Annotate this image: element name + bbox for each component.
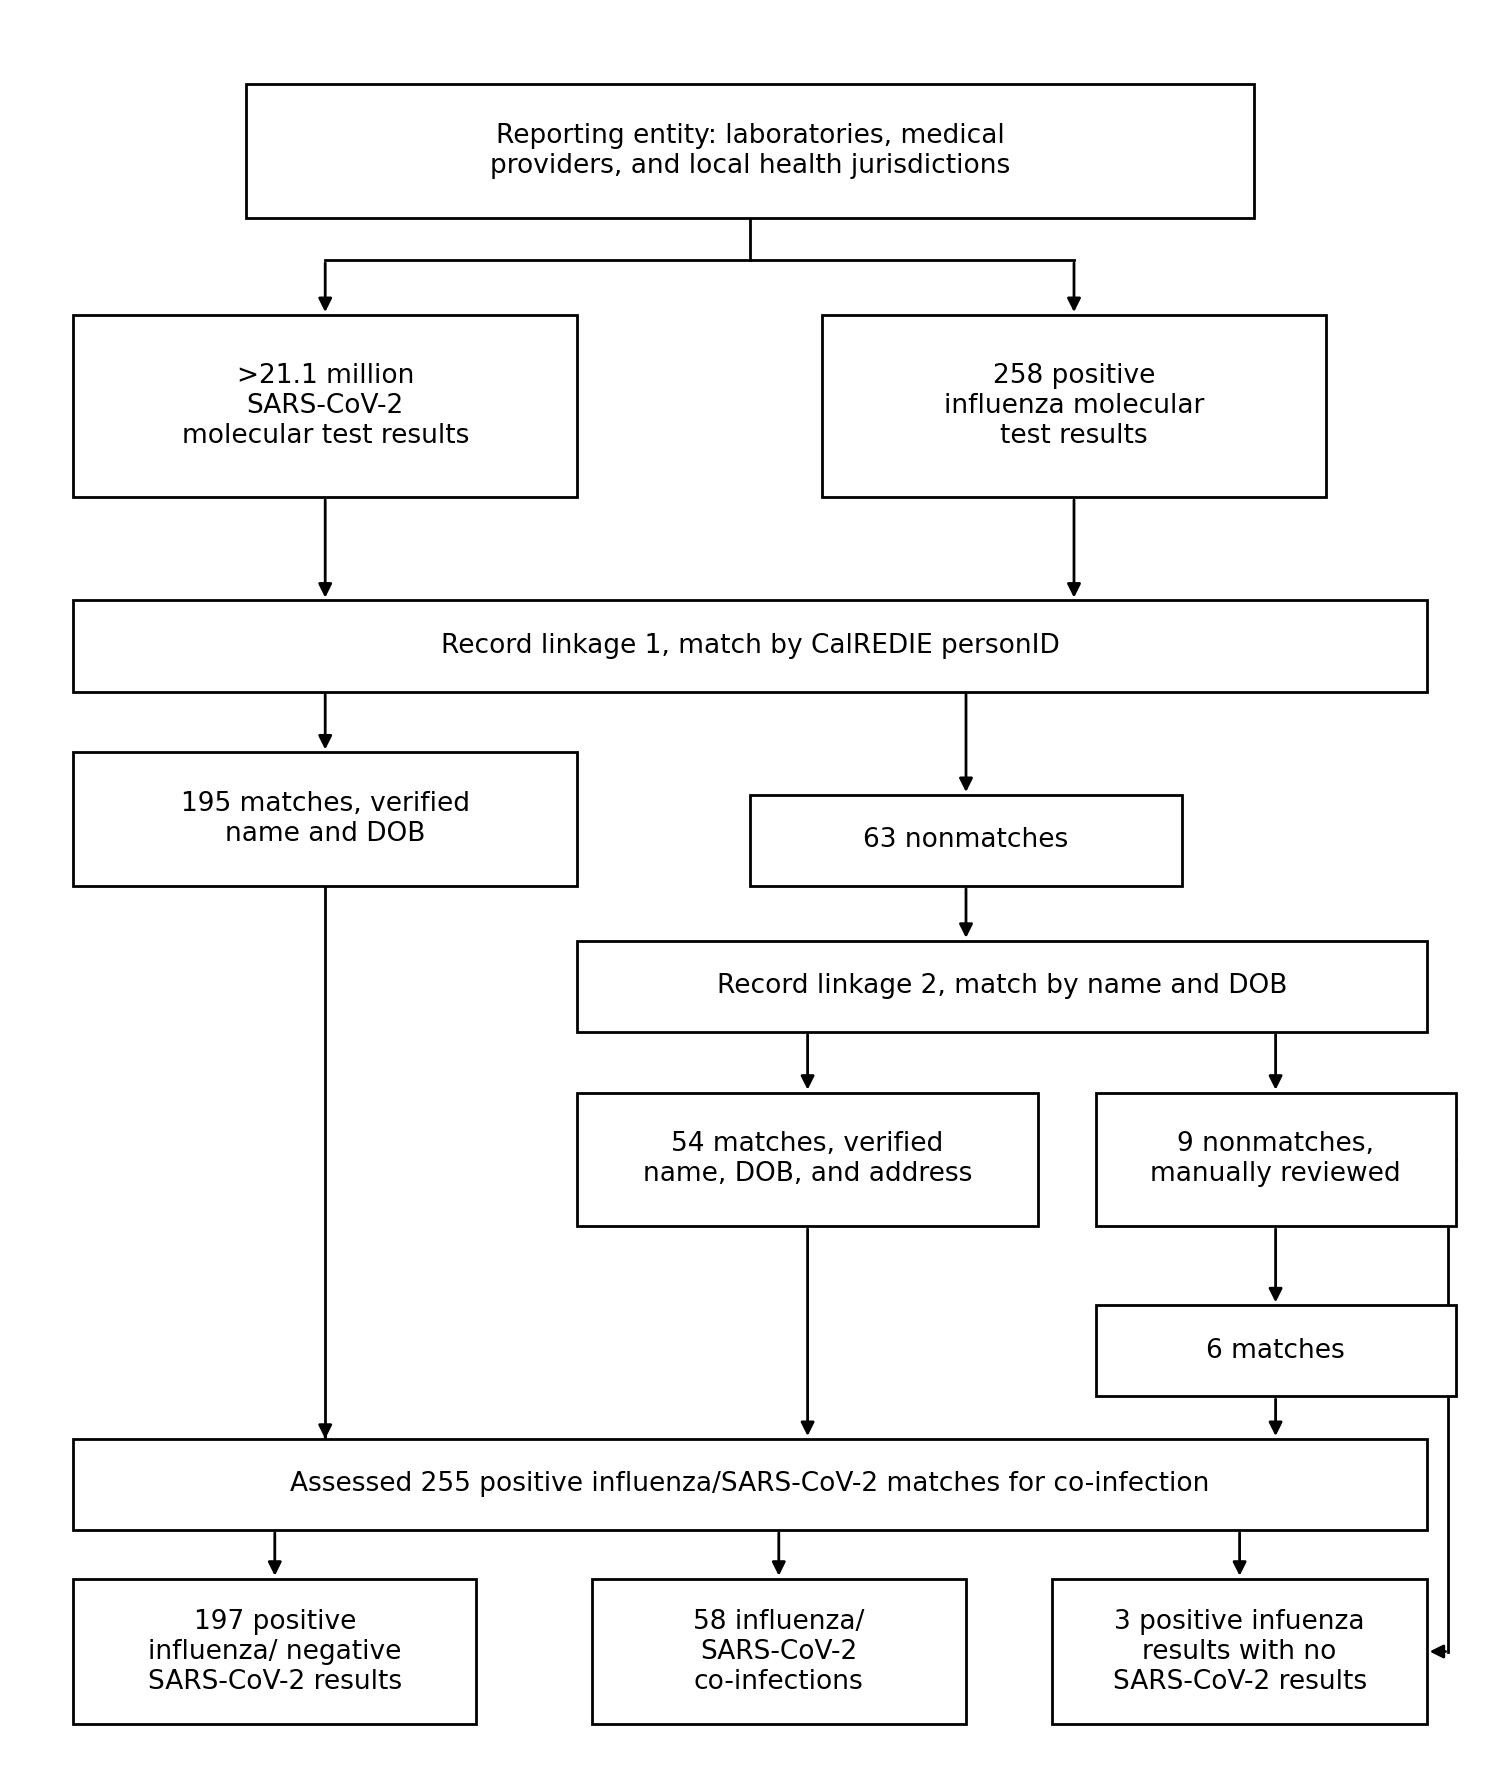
- FancyBboxPatch shape: [74, 1439, 1426, 1529]
- FancyBboxPatch shape: [1095, 1306, 1455, 1396]
- FancyBboxPatch shape: [74, 315, 578, 498]
- Text: 54 matches, verified
name, DOB, and address: 54 matches, verified name, DOB, and addr…: [644, 1131, 972, 1187]
- Text: 58 influenza/
SARS-CoV-2
co-infections: 58 influenza/ SARS-CoV-2 co-infections: [693, 1609, 864, 1694]
- Text: 197 positive
influenza/ negative
SARS-CoV-2 results: 197 positive influenza/ negative SARS-Co…: [147, 1609, 402, 1694]
- Text: 3 positive infuenza
results with no
SARS-CoV-2 results: 3 positive infuenza results with no SARS…: [1113, 1609, 1366, 1694]
- FancyBboxPatch shape: [1053, 1579, 1426, 1724]
- FancyBboxPatch shape: [578, 941, 1426, 1031]
- Text: 258 positive
influenza molecular
test results: 258 positive influenza molecular test re…: [944, 363, 1204, 448]
- Text: Reporting entity: laboratories, medical
providers, and local health jurisdiction: Reporting entity: laboratories, medical …: [490, 122, 1010, 179]
- Text: Record linkage 2, match by name and DOB: Record linkage 2, match by name and DOB: [717, 973, 1287, 999]
- FancyBboxPatch shape: [74, 753, 578, 886]
- Text: >21.1 million
SARS-CoV-2
molecular test results: >21.1 million SARS-CoV-2 molecular test …: [182, 363, 470, 448]
- FancyBboxPatch shape: [578, 1093, 1038, 1226]
- Text: 9 nonmatches,
manually reviewed: 9 nonmatches, manually reviewed: [1150, 1131, 1401, 1187]
- FancyBboxPatch shape: [74, 1579, 477, 1724]
- FancyBboxPatch shape: [74, 601, 1426, 691]
- FancyBboxPatch shape: [1095, 1093, 1455, 1226]
- FancyBboxPatch shape: [591, 1579, 966, 1724]
- FancyBboxPatch shape: [750, 796, 1182, 886]
- Text: 6 matches: 6 matches: [1206, 1338, 1346, 1364]
- Text: Record linkage 1, match by CalREDIE personID: Record linkage 1, match by CalREDIE pers…: [441, 633, 1059, 659]
- FancyBboxPatch shape: [822, 315, 1326, 498]
- Text: Assessed 255 positive influenza/SARS-CoV-2 matches for co-infection: Assessed 255 positive influenza/SARS-CoV…: [291, 1471, 1209, 1497]
- Text: 63 nonmatches: 63 nonmatches: [864, 828, 1068, 854]
- FancyBboxPatch shape: [246, 83, 1254, 218]
- Text: 195 matches, verified
name and DOB: 195 matches, verified name and DOB: [180, 790, 470, 847]
